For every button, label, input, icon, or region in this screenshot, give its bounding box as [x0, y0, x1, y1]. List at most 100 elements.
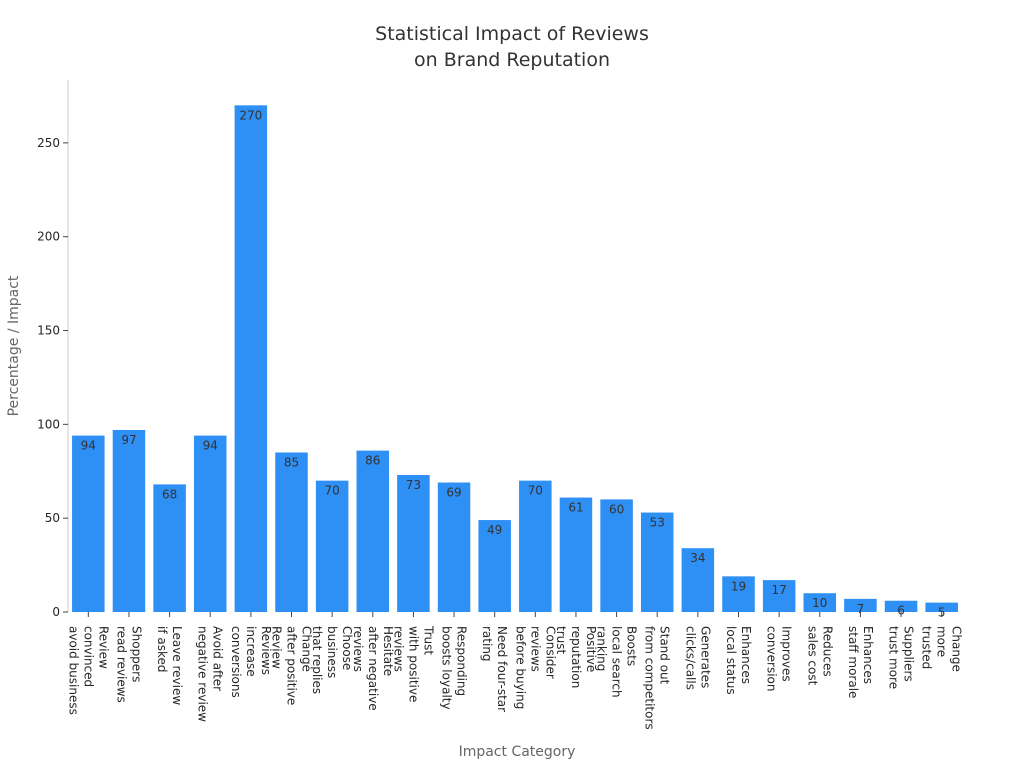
x-tick-label: Review — [270, 626, 284, 669]
bar — [397, 475, 430, 612]
x-tick-label: sales cost — [805, 626, 819, 686]
x-tick-label: Enhances — [739, 626, 753, 684]
bar — [762, 580, 796, 612]
x-tick-label: after positive — [285, 626, 299, 705]
x-tick-label: reviews — [351, 626, 365, 672]
x-tick-label: local search — [610, 626, 624, 698]
data-label: 34 — [690, 551, 705, 565]
x-tick-label: Enhances — [861, 626, 875, 684]
x-tick-label: trust — [554, 626, 568, 654]
bar — [193, 435, 227, 612]
x-tick-label: local status — [724, 626, 738, 695]
data-label: 270 — [239, 108, 262, 122]
x-tick-label: Choose — [340, 626, 354, 670]
bar — [275, 452, 308, 612]
data-label: 94 — [203, 439, 218, 453]
y-tick-label: 50 — [45, 511, 60, 525]
x-tick-label: clicks/calls — [683, 626, 697, 690]
bar — [722, 576, 755, 612]
bar — [437, 482, 471, 612]
bar — [925, 602, 958, 612]
x-tick-label: Leave review — [170, 626, 184, 705]
x-tick-label: Trust — [421, 625, 435, 655]
data-label: 53 — [650, 516, 665, 530]
x-tick-label: ranking — [595, 626, 609, 671]
x-tick-label: Generates — [698, 626, 712, 688]
x-tick-label: conversion — [765, 626, 779, 692]
x-tick-label: Responding — [455, 626, 469, 696]
x-tick-label: Need four-star — [495, 626, 509, 712]
x-tick-label: business — [325, 626, 339, 678]
x-tick-label: from competitors — [643, 626, 657, 730]
data-label: 19 — [731, 579, 746, 593]
x-tick-label: avoid business — [66, 626, 80, 715]
x-tick-label: Improves — [780, 626, 794, 682]
bar — [600, 499, 633, 612]
data-label: 17 — [771, 583, 786, 597]
bar — [519, 480, 552, 612]
bar — [112, 429, 146, 612]
bar — [681, 548, 715, 612]
bar — [356, 450, 390, 612]
x-tick-label: Consider — [543, 626, 557, 679]
bar — [803, 593, 837, 612]
data-label: 73 — [406, 478, 421, 492]
x-tick-label: Stand out — [658, 626, 672, 685]
x-tick-label: convinced — [81, 626, 95, 687]
chart-title: Statistical Impact of Reviews — [375, 23, 649, 45]
bar — [559, 497, 593, 612]
y-axis-title: Percentage / Impact — [6, 275, 22, 416]
x-tick-label: Change — [300, 626, 314, 672]
data-label: 49 — [487, 523, 502, 537]
bar — [884, 600, 918, 612]
x-tick-label: rating — [480, 626, 494, 662]
x-tick-label: Reviews — [259, 626, 273, 675]
data-label: 70 — [528, 484, 543, 498]
x-tick-label: increase — [244, 626, 258, 677]
x-tick-label: Suppliers — [902, 626, 916, 682]
x-tick-label: negative review — [196, 626, 210, 722]
data-label: 60 — [609, 502, 624, 516]
x-tick-label: reviews — [528, 626, 542, 672]
x-tick-label: trust more — [887, 626, 901, 689]
bar — [153, 484, 186, 612]
x-tick-label: if asked — [155, 626, 169, 673]
x-tick-label: trusted — [920, 626, 934, 669]
data-label: 86 — [365, 454, 380, 468]
data-label: 7 — [857, 602, 865, 616]
y-tick-label: 200 — [37, 230, 60, 244]
bar — [72, 435, 105, 612]
x-tick-label: Shoppers — [129, 626, 143, 682]
data-label: 61 — [568, 501, 583, 515]
bar — [640, 512, 674, 612]
x-tick-label: conversions — [229, 626, 243, 698]
chart-title: on Brand Reputation — [414, 49, 610, 71]
x-tick-label: read reviews — [114, 626, 128, 703]
x-tick-label: after negative — [366, 626, 380, 711]
x-tick-label: Reduces — [820, 626, 834, 677]
bar — [478, 520, 511, 612]
x-axis-title: Impact Category — [459, 744, 576, 760]
x-tick-label: that replies — [310, 626, 324, 694]
data-label: 68 — [162, 487, 177, 501]
y-tick-label: 100 — [37, 417, 60, 431]
x-tick-label: Review — [96, 626, 110, 669]
data-label: 85 — [284, 455, 299, 469]
data-label: 94 — [81, 439, 96, 453]
x-tick-label: with positive — [406, 626, 420, 702]
x-tick-label: Positive — [584, 626, 598, 672]
bar — [315, 480, 349, 612]
data-label: 69 — [446, 486, 461, 500]
x-tick-label: Hesitate — [381, 626, 395, 676]
x-tick-label: Change — [950, 626, 964, 672]
bar — [234, 105, 268, 612]
data-label: 6 — [897, 604, 905, 618]
bar — [844, 598, 877, 612]
x-tick-label: more — [935, 626, 949, 657]
y-tick-label: 250 — [37, 136, 60, 150]
y-tick-label: 150 — [37, 324, 60, 338]
data-label: 70 — [324, 484, 339, 498]
x-tick-label: before buying — [513, 626, 527, 709]
x-tick-label: boosts loyalty — [440, 626, 454, 710]
